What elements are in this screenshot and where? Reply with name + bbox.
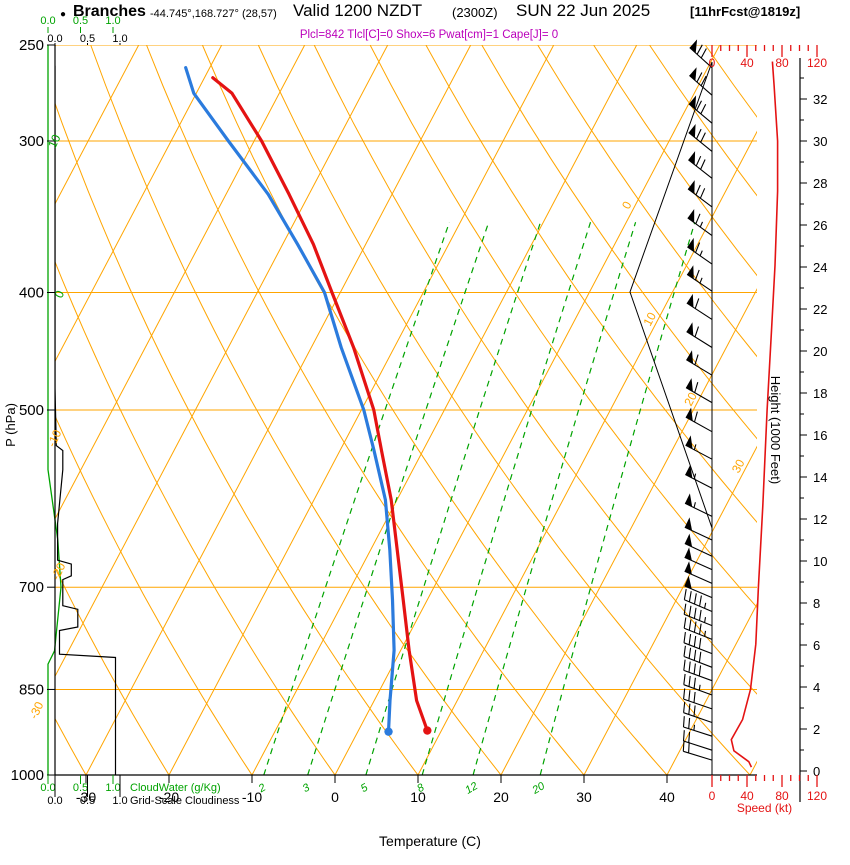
svg-text:0.0: 0.0 bbox=[47, 795, 62, 807]
svg-text:0: 0 bbox=[331, 789, 339, 805]
svg-text:10: 10 bbox=[813, 554, 827, 569]
wind-barbs bbox=[682, 39, 713, 761]
svg-text:6: 6 bbox=[813, 638, 820, 653]
svg-text:16: 16 bbox=[813, 428, 827, 443]
svg-text:30: 30 bbox=[576, 789, 592, 805]
boundary-annotation bbox=[629, 61, 713, 775]
svg-text:24: 24 bbox=[813, 260, 827, 275]
svg-text:-20: -20 bbox=[159, 789, 179, 805]
svg-text:-10: -10 bbox=[242, 789, 262, 805]
svg-text:P (hPa): P (hPa) bbox=[3, 403, 18, 447]
svg-text:5: 5 bbox=[359, 781, 371, 795]
svg-text:40: 40 bbox=[659, 789, 675, 805]
surface-temperature-dot bbox=[423, 726, 432, 735]
svg-text:700: 700 bbox=[19, 579, 44, 596]
svg-text:12: 12 bbox=[813, 512, 827, 527]
svg-text:0: 0 bbox=[52, 288, 68, 300]
svg-text:120: 120 bbox=[807, 789, 827, 803]
svg-text:40: 40 bbox=[740, 789, 754, 803]
svg-text:-30: -30 bbox=[26, 699, 46, 721]
svg-text:Height (1000 Feet): Height (1000 Feet) bbox=[768, 376, 783, 484]
svg-text:Speed (kt): Speed (kt) bbox=[737, 801, 792, 815]
svg-text:0.0: 0.0 bbox=[47, 33, 62, 45]
svg-text:0: 0 bbox=[813, 764, 820, 779]
svg-text:Temperature (C): Temperature (C) bbox=[379, 833, 481, 849]
temperature-curve bbox=[211, 76, 429, 733]
svg-text:20: 20 bbox=[530, 780, 548, 797]
svg-text:10: 10 bbox=[640, 310, 659, 329]
svg-text:0.0: 0.0 bbox=[40, 782, 55, 794]
svg-text:1.0: 1.0 bbox=[105, 15, 120, 27]
cloudiness-profile bbox=[55, 65, 117, 775]
svg-text:500: 500 bbox=[19, 402, 44, 419]
station-coordinates: -44.745°,168.727° (28,57) bbox=[150, 8, 277, 20]
svg-text:CloudWater (g/Kg): CloudWater (g/Kg) bbox=[130, 782, 221, 794]
svg-text:0.5: 0.5 bbox=[80, 795, 95, 807]
svg-text:0: 0 bbox=[709, 789, 716, 803]
svg-text:1.0: 1.0 bbox=[105, 782, 120, 794]
svg-text:80: 80 bbox=[775, 789, 789, 803]
station-marker-icon: ● bbox=[60, 9, 67, 20]
svg-text:0.0: 0.0 bbox=[40, 15, 55, 27]
svg-text:300: 300 bbox=[19, 133, 44, 150]
svg-text:4: 4 bbox=[813, 680, 820, 695]
svg-text:18: 18 bbox=[813, 386, 827, 401]
svg-text:0.5: 0.5 bbox=[73, 782, 88, 794]
valid-date: SUN 22 Jun 2025 bbox=[516, 1, 651, 20]
svg-text:120: 120 bbox=[807, 56, 827, 70]
svg-text:26: 26 bbox=[813, 218, 827, 233]
speed-profile bbox=[730, 61, 779, 768]
svg-text:-30: -30 bbox=[76, 789, 96, 805]
svg-text:10: 10 bbox=[410, 789, 426, 805]
svg-text:80: 80 bbox=[775, 56, 789, 70]
svg-text:3: 3 bbox=[301, 781, 313, 795]
svg-text:-20: -20 bbox=[48, 560, 68, 582]
grid-lines bbox=[55, 45, 757, 775]
svg-text:32: 32 bbox=[813, 92, 827, 107]
svg-text:Grid-Scale Cloudiness: Grid-Scale Cloudiness bbox=[130, 795, 240, 807]
svg-text:20: 20 bbox=[681, 390, 700, 409]
stability-parameters: Plcl=842 Tlcl[C]=0 Shox=6 Pwat[cm]=1 Cap… bbox=[299, 29, 559, 41]
svg-text:1.0: 1.0 bbox=[112, 795, 127, 807]
svg-text:2: 2 bbox=[813, 722, 820, 737]
svg-text:850: 850 bbox=[19, 681, 44, 698]
valid-time-zulu: (2300Z) bbox=[452, 5, 498, 20]
cloudwater-profile bbox=[47, 45, 62, 775]
forecast-tag: [11hrFcst@1819z] bbox=[690, 4, 801, 19]
svg-text:14: 14 bbox=[813, 470, 827, 485]
svg-text:0: 0 bbox=[619, 199, 635, 212]
valid-time: Valid 1200 NZDT bbox=[293, 1, 423, 20]
svg-text:1.0: 1.0 bbox=[112, 33, 127, 45]
svg-text:250: 250 bbox=[19, 37, 44, 54]
svg-text:10: 10 bbox=[45, 132, 63, 150]
svg-text:20: 20 bbox=[813, 344, 827, 359]
dewpoint-curve bbox=[184, 66, 396, 734]
svg-text:12: 12 bbox=[463, 780, 480, 797]
svg-text:30: 30 bbox=[813, 134, 827, 149]
svg-text:1000: 1000 bbox=[11, 767, 44, 784]
profiles bbox=[55, 65, 432, 775]
svg-text:0.5: 0.5 bbox=[73, 15, 88, 27]
svg-text:8: 8 bbox=[813, 596, 820, 611]
svg-text:-10: -10 bbox=[44, 427, 64, 449]
svg-text:20: 20 bbox=[493, 789, 509, 805]
svg-text:0: 0 bbox=[709, 56, 716, 70]
svg-text:40: 40 bbox=[740, 56, 754, 70]
svg-text:30: 30 bbox=[729, 457, 748, 476]
svg-text:0.5: 0.5 bbox=[80, 33, 95, 45]
svg-text:400: 400 bbox=[19, 285, 44, 302]
svg-text:28: 28 bbox=[813, 176, 827, 191]
station-name: Branches bbox=[73, 3, 146, 20]
svg-text:22: 22 bbox=[813, 302, 827, 317]
surface-dewpoint-dot bbox=[384, 727, 393, 736]
